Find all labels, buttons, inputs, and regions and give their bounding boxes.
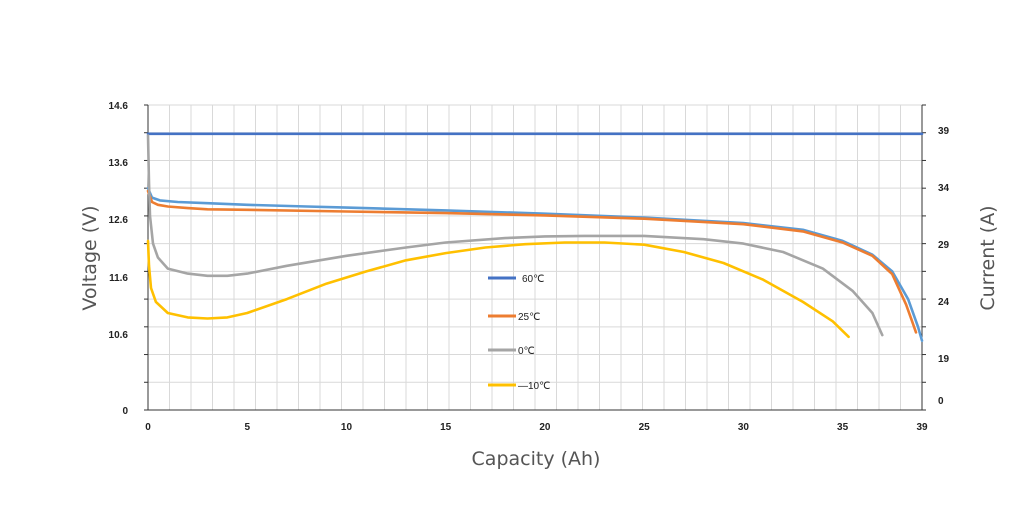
y-axis-title: Voltage (V) <box>79 205 101 310</box>
y2-tick-label: 24 <box>938 297 950 308</box>
grid-lines <box>148 104 923 411</box>
y-tick-label: 14.6 <box>109 101 129 112</box>
legend-label: 0℃ <box>518 346 535 357</box>
series-lines <box>146 132 924 342</box>
x-tick-label: 20 <box>539 422 551 433</box>
tick-labels: 0 5 10 15 20 25 30 35 39 14.6 13.6 12.6 11.6 10.6 0 39 3… <box>109 101 950 433</box>
y-tick-label: 10.6 <box>109 330 129 341</box>
x-tick-label: 25 <box>639 422 651 433</box>
y2-tick-label: 0 <box>938 396 944 407</box>
legend-label: 60℃ <box>522 274 544 285</box>
y2-tick-label: 34 <box>938 183 950 194</box>
series-line <box>146 186 924 342</box>
x-tick-label: 15 <box>440 422 452 433</box>
x-axis-title: Capacity (Ah) <box>472 448 601 470</box>
y2-tick-label: 39 <box>938 126 950 137</box>
x-tick-label: 10 <box>341 422 353 433</box>
y2-tick-label: 29 <box>938 240 950 251</box>
x-tick-label: 39 <box>916 422 928 433</box>
y-tick-label: 11.6 <box>109 273 128 284</box>
x-tick-label: 30 <box>738 422 750 433</box>
y-tick-label: 0 <box>122 406 128 417</box>
legend-label: —10℃ <box>518 381 550 392</box>
legend: 60℃ 25℃ 0℃ —10℃ <box>488 274 550 392</box>
x-tick-label: 0 <box>145 422 151 433</box>
series-line <box>146 134 884 337</box>
y-tick-label: 13.6 <box>109 158 129 169</box>
x-tick-label: 5 <box>244 422 250 433</box>
legend-label: 25℃ <box>518 312 540 323</box>
x-tick-label: 35 <box>837 422 849 433</box>
y-tick-label: 12.6 <box>109 215 129 226</box>
series-line <box>146 239 850 339</box>
y2-axis-title: Current (A) <box>977 205 999 310</box>
series-line <box>146 189 918 334</box>
y2-tick-label: 19 <box>938 354 950 365</box>
